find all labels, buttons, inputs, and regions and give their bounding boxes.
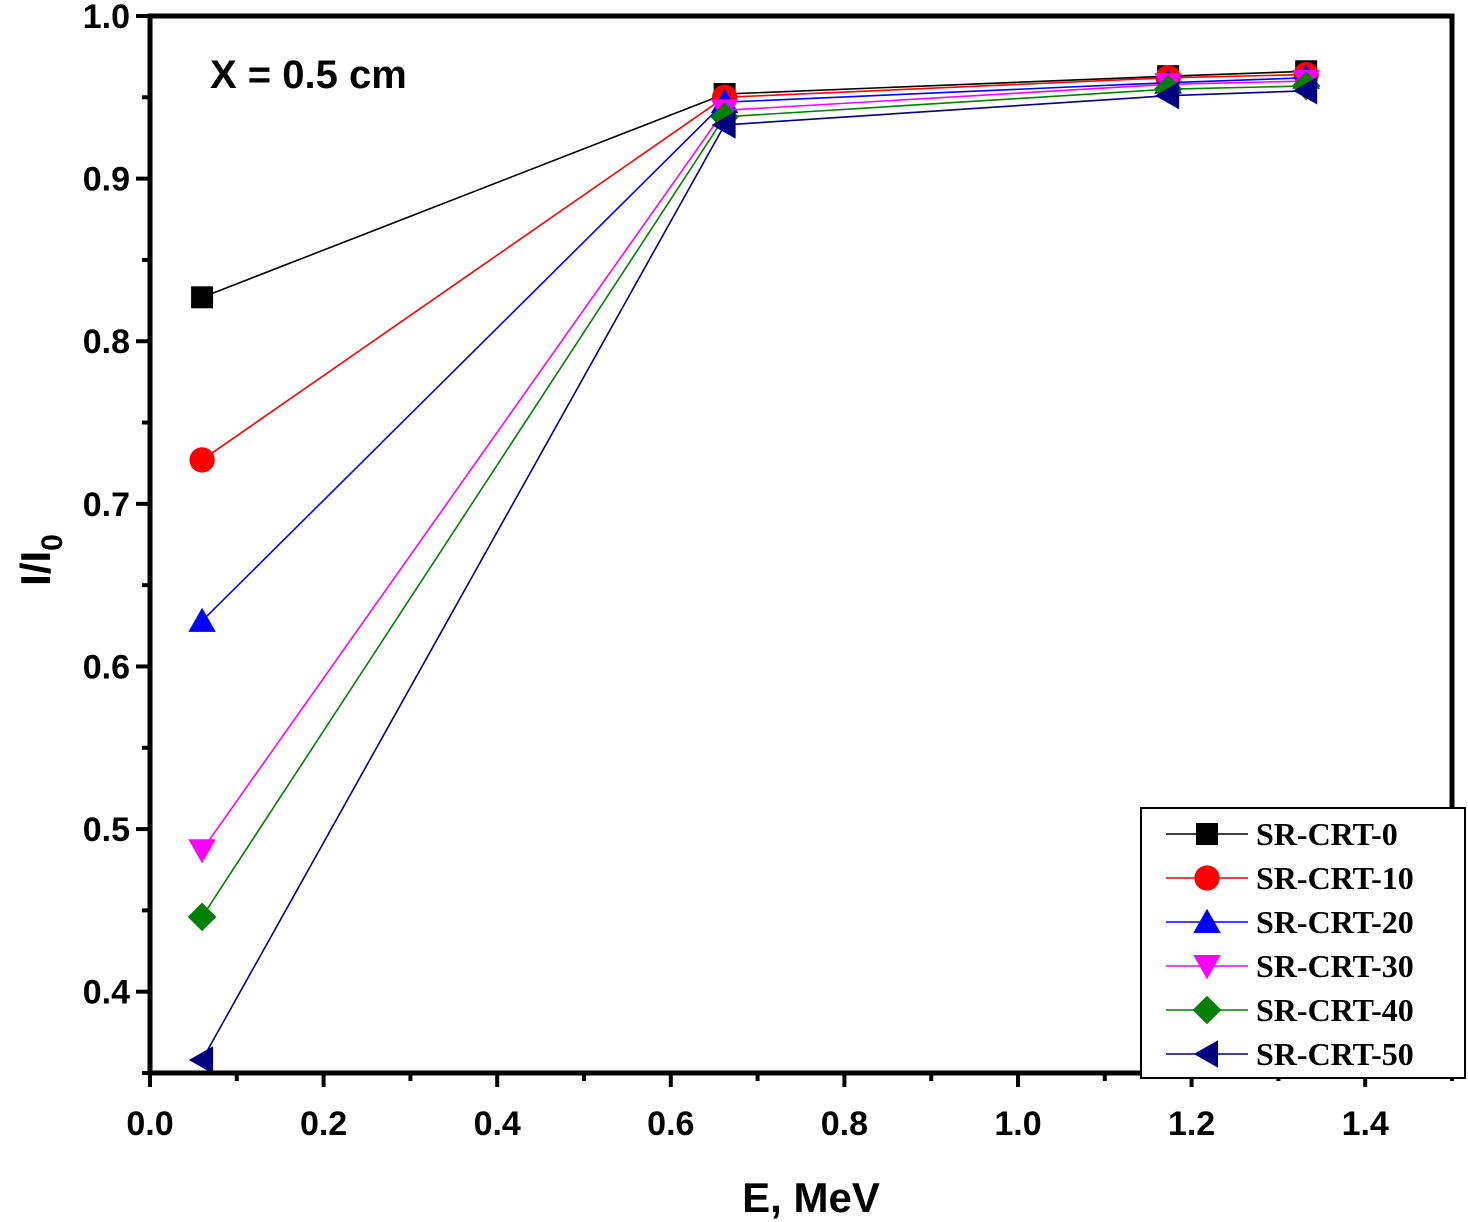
series-line <box>201 76 1307 622</box>
legend-marker <box>1193 1040 1218 1068</box>
series-line <box>201 70 1307 299</box>
x-tick-label: 0.4 <box>474 1105 521 1143</box>
y-axis-title-main: I/I <box>12 551 59 586</box>
y-axis-title: I/I0 <box>12 534 69 586</box>
legend-label: SR-CRT-10 <box>1256 860 1414 896</box>
legend-marker <box>1193 908 1221 933</box>
legend-marker <box>1194 865 1220 891</box>
legend-item: SR-CRT-30 <box>1166 948 1414 984</box>
annotation-thickness: X = 0.5 cm <box>210 53 407 97</box>
x-tick-label: 1.0 <box>994 1105 1041 1143</box>
series-layer <box>187 60 1321 1074</box>
data-point <box>1154 81 1180 110</box>
y-axis-title-sub: 0 <box>36 534 69 551</box>
x-tick-labels: 0.0 0.2 0.4 0.6 0.8 1.0 1.2 1.4 <box>126 1105 1389 1143</box>
data-point <box>191 286 214 309</box>
x-tick-label: 0.6 <box>647 1105 694 1143</box>
legend-box <box>1140 807 1466 1079</box>
data-point <box>188 607 216 632</box>
legend-label: SR-CRT-50 <box>1256 1036 1414 1072</box>
legend-label: SR-CRT-40 <box>1256 992 1414 1028</box>
y-tick-label: 0.6 <box>83 648 130 686</box>
series-SR-CRT-40 <box>187 71 1321 932</box>
series-SR-CRT-50 <box>188 77 1318 1074</box>
x-tick-label: 0.0 <box>126 1105 173 1143</box>
y-tick-label: 1.0 <box>83 0 130 36</box>
y-tick-labels: 0.4 0.5 0.6 0.7 0.8 0.9 1.0 <box>83 0 130 1012</box>
legend-marker <box>1193 955 1221 980</box>
legend-label: SR-CRT-30 <box>1256 948 1414 984</box>
data-point <box>711 111 736 139</box>
data-point <box>1292 77 1318 105</box>
legend-marker <box>1196 823 1218 845</box>
legend-item: SR-CRT-40 <box>1166 992 1414 1028</box>
series-line <box>201 85 1307 918</box>
legend-marker <box>1192 995 1222 1025</box>
legend: SR-CRT-0 SR-CRT-10 SR-CRT-20 SR-CRT-30 SR-CR… <box>1140 807 1466 1079</box>
x-tick-label: 1.2 <box>1168 1105 1215 1143</box>
data-point <box>189 447 215 473</box>
y-tick-label: 0.9 <box>83 161 130 199</box>
data-point <box>187 902 217 932</box>
series-line <box>201 90 1307 1061</box>
legend-label: SR-CRT-20 <box>1256 904 1414 940</box>
legend-item: SR-CRT-20 <box>1166 904 1414 940</box>
series-line <box>201 73 1307 461</box>
y-tick-label: 0.4 <box>83 974 130 1012</box>
data-point <box>188 1046 214 1074</box>
x-tick-label: 0.2 <box>300 1105 347 1143</box>
y-tick-label: 0.8 <box>83 323 130 361</box>
y-tick-label: 0.7 <box>83 486 130 524</box>
x-tick-label: 0.8 <box>821 1105 868 1143</box>
svg-text:I/I0: I/I0 <box>12 534 69 586</box>
data-point <box>188 839 216 864</box>
plot-frame <box>147 13 1455 1076</box>
legend-item: SR-CRT-10 <box>1166 860 1414 896</box>
x-tick-label: 1.4 <box>1342 1105 1389 1143</box>
series-line <box>201 80 1307 851</box>
y-tick-label: 0.5 <box>83 811 130 849</box>
series-SR-CRT-20 <box>188 64 1320 632</box>
legend-label: SR-CRT-0 <box>1256 816 1398 852</box>
x-axis-title: E, MeV <box>742 1174 880 1221</box>
legend-item: SR-CRT-50 <box>1166 1036 1414 1072</box>
legend-item: SR-CRT-0 <box>1166 816 1398 852</box>
